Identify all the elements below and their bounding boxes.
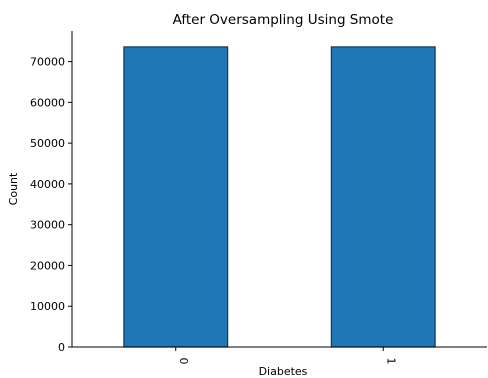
- y-tick-label: 30000: [30, 219, 65, 232]
- bar-1: [330, 46, 436, 348]
- x-tick-label: 1: [384, 358, 397, 365]
- y-axis-label: Count: [7, 172, 20, 205]
- bar-0: [123, 46, 229, 348]
- y-tick-label: 70000: [30, 56, 65, 69]
- y-tick-label: 0: [58, 341, 65, 354]
- y-tick-label: 10000: [30, 300, 65, 313]
- y-tick-label: 60000: [30, 96, 65, 109]
- y-tick-label: 50000: [30, 137, 65, 150]
- y-tick-label: 40000: [30, 178, 65, 191]
- x-axis-label: Diabetes: [259, 365, 308, 378]
- y-tick-label: 20000: [30, 259, 65, 272]
- x-tick-label: 0: [177, 358, 190, 365]
- y-axis-ticks: 0 10000 20000 30000 40000 50000 60000 70000: [30, 56, 72, 354]
- bars-layer: [123, 46, 436, 348]
- chart-title: After Oversampling Using Smote: [173, 12, 394, 28]
